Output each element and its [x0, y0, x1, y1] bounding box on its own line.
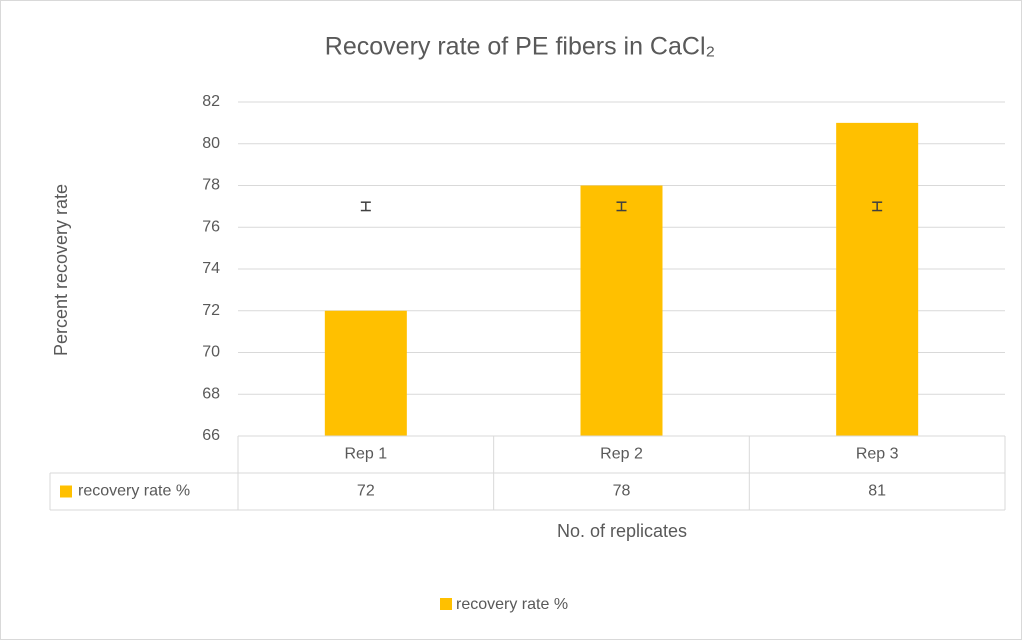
x-tick-label: Rep 3: [856, 446, 899, 463]
table-value: 78: [613, 483, 631, 500]
table-legend-key: [60, 485, 72, 498]
legend-key: [440, 598, 452, 610]
y-tick-label: 66: [202, 427, 220, 444]
y-tick-label: 72: [202, 302, 220, 319]
x-axis-title: No. of replicates: [557, 521, 687, 541]
table-value: 72: [357, 483, 375, 500]
x-tick-label: Rep 1: [344, 446, 387, 463]
y-tick-label: 74: [202, 260, 220, 277]
bar: [836, 122, 919, 436]
x-tick-label: Rep 2: [600, 446, 643, 463]
error-bar: [616, 201, 627, 212]
bar: [324, 310, 407, 436]
chart-title: Recovery rate of PE fibers in CaCl₂: [325, 33, 715, 61]
y-tick-label: 68: [202, 385, 220, 402]
y-tick-label: 78: [202, 177, 220, 194]
y-tick-label: 80: [202, 135, 220, 152]
error-bar: [872, 201, 883, 212]
table-value: 81: [868, 483, 886, 500]
y-axis-title: Percent recovery rate: [51, 184, 71, 356]
table-series-name: recovery rate %: [78, 483, 190, 500]
legend-label: recovery rate %: [456, 596, 568, 613]
y-tick-label: 70: [202, 344, 220, 361]
error-bar: [360, 201, 371, 212]
bar: [580, 185, 663, 436]
y-tick-label: 82: [202, 93, 220, 110]
y-tick-label: 76: [202, 218, 220, 235]
